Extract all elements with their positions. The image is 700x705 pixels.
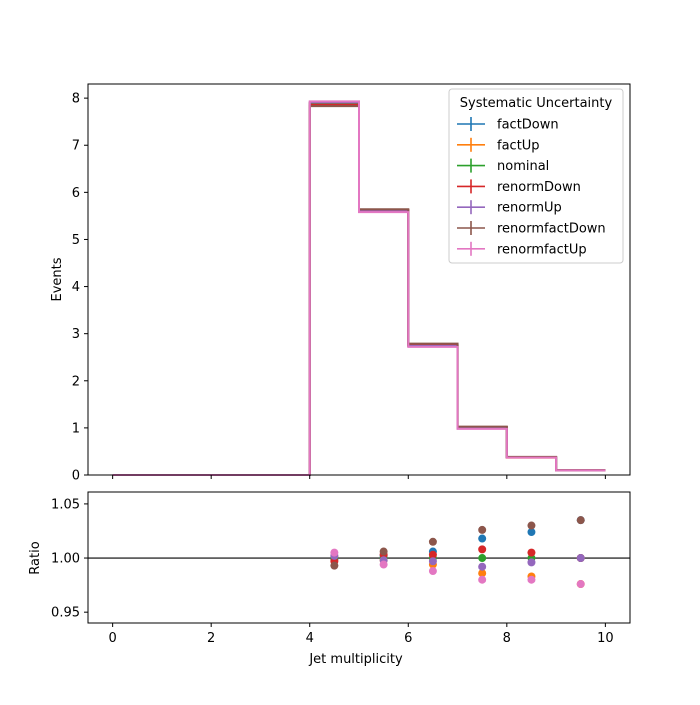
ratio-point: [428, 557, 437, 566]
ratio-y-ticks: 0.95 1.00 1.05: [51, 497, 88, 621]
main-y-tick-label: 4: [72, 280, 80, 295]
ratio-x-tick-label: 10: [597, 631, 614, 646]
main-y-tick-label: 1: [72, 421, 80, 436]
legend-entries: factDown factUp nominal renormDown renormUp r…: [457, 117, 606, 257]
ratio-point: [527, 548, 536, 557]
main-panel: 0 1 2 3 4 5 6 7 8 Events Systematic Uncertainty …: [50, 83, 631, 484]
main-y-tick-label: 6: [72, 186, 80, 201]
legend-label: renormDown: [497, 180, 581, 195]
main-y-ticks: 0 1 2 3 4 5 6 7 8: [72, 92, 88, 484]
legend-frame: [448, 88, 624, 264]
main-y-axis-label: Events: [50, 257, 65, 301]
ratio-x-tick-label: 6: [404, 631, 412, 646]
ratio-point: [478, 562, 487, 571]
legend-item-renormfactup: renormfactUp: [457, 241, 587, 257]
legend-label: nominal: [497, 159, 549, 174]
legend-label: renormfactUp: [497, 242, 587, 257]
ratio-point: [330, 548, 339, 557]
ratio-point: [379, 560, 388, 569]
ratio-point: [478, 554, 487, 563]
legend-item-renormfactdown: renormfactDown: [457, 221, 606, 237]
legend-label: renormUp: [497, 201, 562, 216]
legend-label: factUp: [497, 138, 540, 153]
ratio-x-axis-label: Jet multiplicity: [308, 652, 403, 667]
ratio-series-layer: [330, 516, 585, 589]
ratio-x-tick-label: 0: [108, 631, 116, 646]
ratio-series-renormfactup: [330, 548, 585, 589]
ratio-x-tick-label: 4: [306, 631, 314, 646]
main-y-tick-label: 0: [72, 469, 80, 484]
legend-label: factDown: [497, 118, 559, 133]
ratio-x-tick-label: 2: [207, 631, 215, 646]
ratio-point: [527, 521, 536, 530]
ratio-y-axis-label: Ratio: [28, 541, 43, 574]
ratio-point: [330, 561, 339, 570]
ratio-y-tick-label: 1.00: [51, 552, 80, 567]
legend: Systematic Uncertainty factDown factUp nom…: [448, 88, 624, 264]
ratio-point: [478, 545, 487, 554]
ratio-x-ticks: 0 2 4 6 8 10: [108, 623, 614, 646]
legend-item-renormdown: renormDown: [457, 179, 581, 195]
main-x-ticks: [112, 475, 606, 479]
ratio-point: [428, 550, 437, 559]
ratio-point: [576, 580, 585, 589]
ratio-point: [576, 516, 585, 525]
ratio-point: [478, 534, 487, 543]
ratio-point: [478, 525, 487, 534]
ratio-point: [527, 575, 536, 584]
ratio-point: [576, 554, 585, 563]
ratio-panel: 0 2 4 6 8 10 0.95 1.00 1.05 Jet multiplicity Ra…: [28, 491, 631, 667]
legend-label: renormfactDown: [497, 222, 606, 237]
legend-item-factup: factUp: [457, 137, 540, 153]
main-y-tick-label: 2: [72, 374, 80, 389]
ratio-y-tick-label: 1.05: [51, 497, 80, 512]
ratio-plot-frame: [87, 491, 631, 624]
main-y-tick-label: 7: [72, 139, 80, 154]
legend-item-nominal: nominal: [457, 158, 549, 174]
ratio-point: [527, 528, 536, 537]
ratio-point: [478, 575, 487, 584]
main-plot-frame: [87, 83, 631, 476]
ratio-point: [527, 558, 536, 567]
main-y-tick-label: 5: [72, 233, 80, 248]
legend-item-factdown: factDown: [457, 117, 559, 133]
main-y-tick-label: 8: [72, 92, 80, 107]
ratio-point: [428, 537, 437, 546]
ratio-y-tick-label: 0.95: [51, 606, 80, 621]
ratio-point: [428, 567, 437, 576]
ratio-point: [478, 569, 487, 578]
ratio-x-tick-label: 8: [503, 631, 511, 646]
legend-item-renormup: renormUp: [457, 200, 562, 216]
ratio-point: [379, 547, 388, 556]
ratio-series-renormfactdown: [330, 516, 585, 570]
legend-title: Systematic Uncertainty: [460, 96, 613, 111]
main-y-tick-label: 3: [72, 327, 80, 342]
